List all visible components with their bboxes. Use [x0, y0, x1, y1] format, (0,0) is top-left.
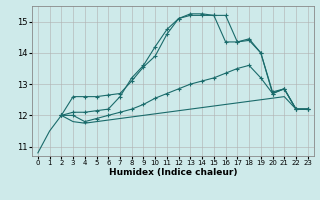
X-axis label: Humidex (Indice chaleur): Humidex (Indice chaleur): [108, 168, 237, 177]
